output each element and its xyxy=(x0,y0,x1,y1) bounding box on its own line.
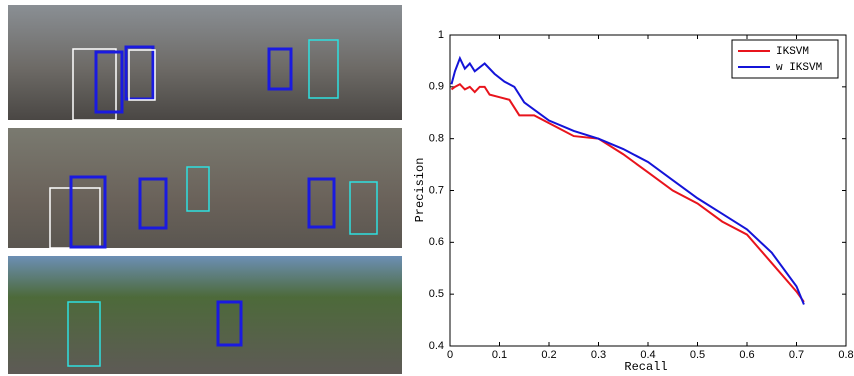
photo xyxy=(8,5,402,120)
y-tick-label: 0.8 xyxy=(429,133,444,145)
x-tick-label: 0 xyxy=(447,349,453,361)
x-tick-label: 0.3 xyxy=(591,349,606,361)
figure: Recall Precision 0 0.1 0.2 0.3 0.4 0.5 0.6 0.7 0… xyxy=(0,0,854,376)
x-tick-label: 0.1 xyxy=(492,349,507,361)
x-tick-label: 0.8 xyxy=(838,349,853,361)
y-axis-label: Precision xyxy=(413,158,427,223)
photos xyxy=(8,5,402,374)
x-axis-label: Recall xyxy=(624,360,667,374)
y-tick-label: 0.7 xyxy=(429,184,444,196)
x-tick-label: 0.6 xyxy=(739,349,754,361)
x-tick-label: 0.4 xyxy=(640,349,655,361)
y-tick-label: 1 xyxy=(438,29,444,41)
y-tick-label: 0.9 xyxy=(429,81,444,93)
photo xyxy=(8,256,402,374)
y-tick-label: 0.4 xyxy=(429,340,444,352)
y-tick-label: 0.6 xyxy=(429,236,444,248)
y-tick-label: 0.5 xyxy=(429,288,444,300)
x-tick-label: 0.7 xyxy=(789,349,804,361)
page: Recall Precision 0 0.1 0.2 0.3 0.4 0.5 0.6 0.7 0… xyxy=(0,0,854,376)
legend-label: w IKSVM xyxy=(776,62,822,74)
plot-frame xyxy=(450,35,846,346)
legend-label: IKSVM xyxy=(776,46,809,58)
x-tick-label: 0.2 xyxy=(541,349,556,361)
x-tick-label: 0.5 xyxy=(690,349,705,361)
